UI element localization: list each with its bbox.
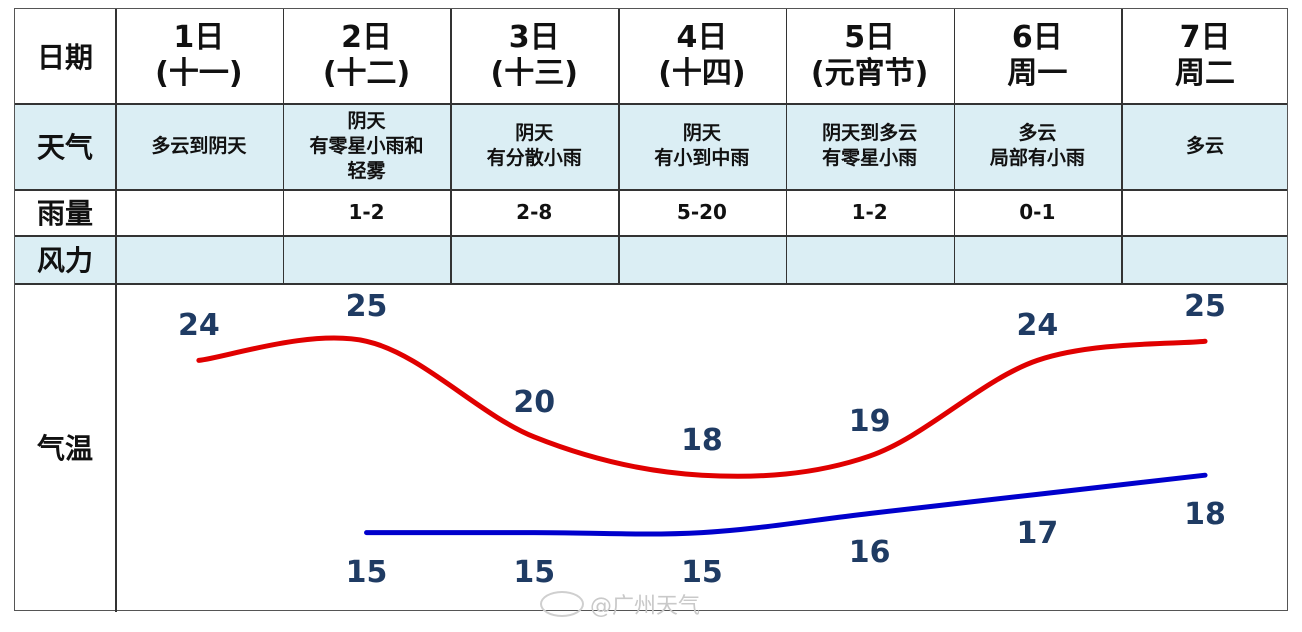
forecast-table: 日期 天气 雨量 风力 气温 1日 (十一) 多云到阴天 2日 (十二) 阴天 有零星… — [14, 8, 1288, 612]
row-divider — [15, 235, 1287, 237]
day-7-weather: 多云 — [1186, 134, 1225, 157]
day-2-date: 2日 (十二) — [322, 20, 411, 91]
day-5-weather: 阴天到多云 有零星小雨 — [822, 122, 918, 169]
row-divider — [15, 189, 1287, 191]
date-row — [15, 9, 1287, 103]
low-temp-label-day-2: 15 — [345, 554, 388, 590]
column-divider — [953, 9, 955, 283]
date-header: 日期 — [36, 41, 93, 74]
day-3-rain: 2-8 — [516, 200, 553, 224]
weather-row — [15, 103, 1287, 189]
day-5-rain: 1-2 — [851, 200, 888, 224]
label-divider — [115, 9, 117, 612]
low-temp-label-day-6: 17 — [1016, 516, 1059, 552]
column-divider — [618, 9, 620, 283]
day-1-date: 1日 (十一) — [155, 20, 243, 91]
high-temp-label-day-3: 20 — [513, 384, 556, 420]
day-7-date: 7日 周二 — [1175, 20, 1236, 91]
high-temp-label-day-7: 25 — [1184, 289, 1226, 325]
low-temp-line — [364, 472, 1208, 537]
low-temp-label-day-4: 15 — [681, 554, 723, 590]
column-divider — [450, 9, 452, 283]
day-2-weather: 阴天 有零星小雨和 轻雾 — [309, 109, 424, 182]
high-temp-line — [196, 335, 1208, 479]
weather-header: 天气 — [36, 131, 93, 164]
wind-row — [15, 235, 1287, 283]
day-2-rain: 1-2 — [348, 200, 385, 224]
day-6-weather: 多云 局部有小雨 — [989, 122, 1085, 169]
day-4-weather: 阴天 有小到中雨 — [654, 122, 750, 169]
wind-header: 风力 — [36, 244, 93, 277]
row-divider — [15, 103, 1287, 105]
high-temp-label-day-2: 25 — [345, 289, 388, 325]
day-4-date: 4日 (十四) — [658, 20, 746, 91]
day-1-weather: 多云到阴天 — [151, 134, 247, 157]
day-6-date: 6日 周一 — [1007, 20, 1068, 91]
rain-row — [15, 189, 1287, 235]
day-6-rain: 0-1 — [1019, 200, 1056, 224]
temperature-chart — [196, 335, 1208, 537]
temperature-row — [15, 283, 1287, 610]
high-temp-label-day-4: 18 — [681, 423, 723, 459]
high-temp-label-day-6: 24 — [1016, 308, 1059, 344]
high-temp-label-day-5: 19 — [848, 404, 891, 440]
low-temp-label-day-7: 18 — [1184, 497, 1226, 533]
row-divider — [15, 283, 1287, 285]
rain-header: 雨量 — [36, 197, 93, 230]
watermark-text: @广州天气 — [590, 594, 701, 619]
day-4-rain: 5-20 — [676, 200, 727, 224]
weibo-logo-icon — [540, 591, 584, 617]
day-3-weather: 阴天 有分散小雨 — [486, 122, 582, 169]
watermark: @广州天气 — [540, 588, 700, 620]
day-3-date: 3日 (十三) — [490, 20, 578, 91]
low-temp-label-day-5: 16 — [848, 535, 891, 571]
column-divider — [1121, 9, 1123, 283]
low-temp-label-day-3: 15 — [513, 554, 556, 590]
temp-header: 气温 — [36, 431, 93, 465]
day-5-date: 5日 (元宵节) — [810, 20, 929, 91]
column-divider — [282, 9, 285, 283]
column-divider — [785, 9, 788, 283]
high-temp-label-day-1: 24 — [177, 308, 220, 344]
